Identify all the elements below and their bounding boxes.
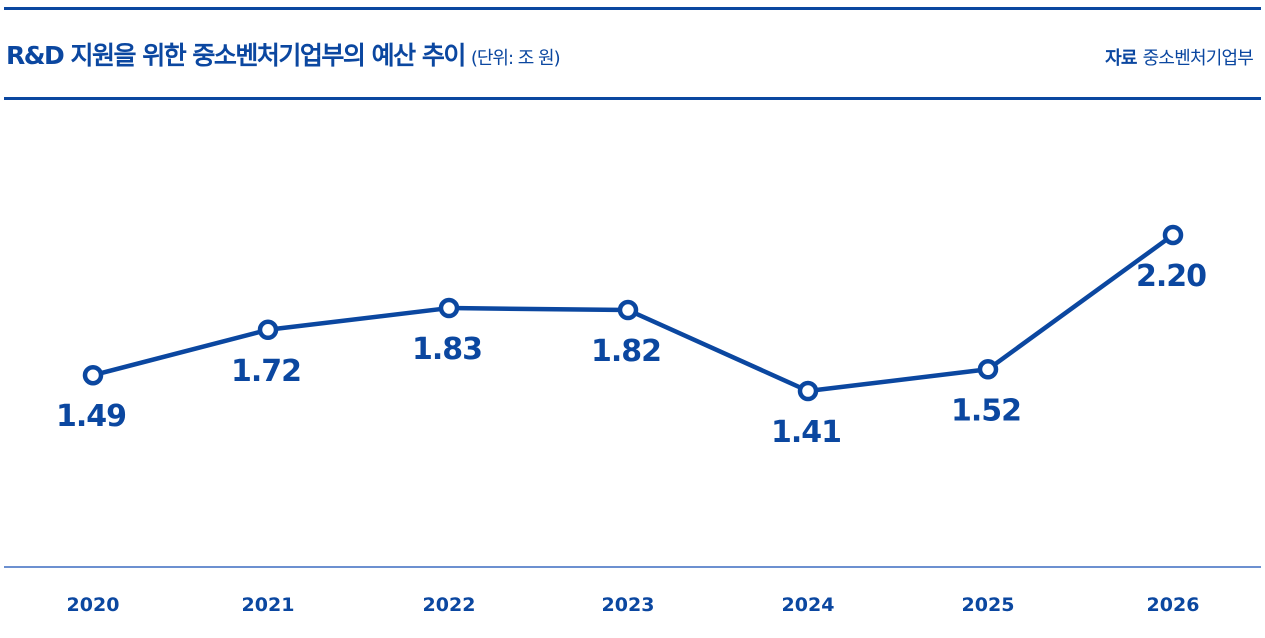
x-tick-label-2020: 2020: [67, 594, 120, 616]
data-label-2020: 1.49: [56, 399, 126, 434]
source-name: 중소벤처기업부: [1142, 48, 1254, 69]
x-tick-label-2021: 2021: [242, 594, 295, 616]
data-label-2024: 1.41: [771, 415, 841, 450]
top-rule: [4, 7, 1261, 10]
x-tick-label-2026: 2026: [1147, 594, 1200, 616]
chart-title: R&D 지원을 위한 중소벤처기업부의 예산 추이 (단위: 조 원): [6, 36, 561, 72]
data-point-2022: [438, 297, 460, 319]
source-label: 자료: [1105, 48, 1137, 69]
x-tick-label-2022: 2022: [423, 594, 476, 616]
data-point-2025: [977, 359, 999, 380]
x-tick-label-2024: 2024: [782, 594, 835, 616]
data-label-2026: 2.20: [1136, 259, 1206, 294]
data-label-2023: 1.82: [591, 334, 661, 369]
title-text: R&D 지원을 위한 중소벤처기업부의 예산 추이: [6, 41, 466, 70]
data-point-2026: [1162, 224, 1184, 246]
data-point-2020: [82, 364, 104, 386]
source-note: 자료 중소벤처기업부: [1105, 44, 1254, 70]
header-rule: [4, 97, 1261, 100]
data-label-2021: 1.72: [231, 354, 301, 389]
unit-label: (단위: 조 원): [470, 48, 561, 69]
x-tick-label-2023: 2023: [602, 594, 655, 616]
x-tick-label-2025: 2025: [962, 594, 1015, 616]
data-point-2021: [257, 319, 279, 341]
data-label-2025: 1.52: [951, 393, 1021, 428]
data-point-2024: [797, 380, 819, 402]
data-label-2022: 1.83: [412, 332, 482, 367]
data-point-2023: [617, 299, 639, 321]
